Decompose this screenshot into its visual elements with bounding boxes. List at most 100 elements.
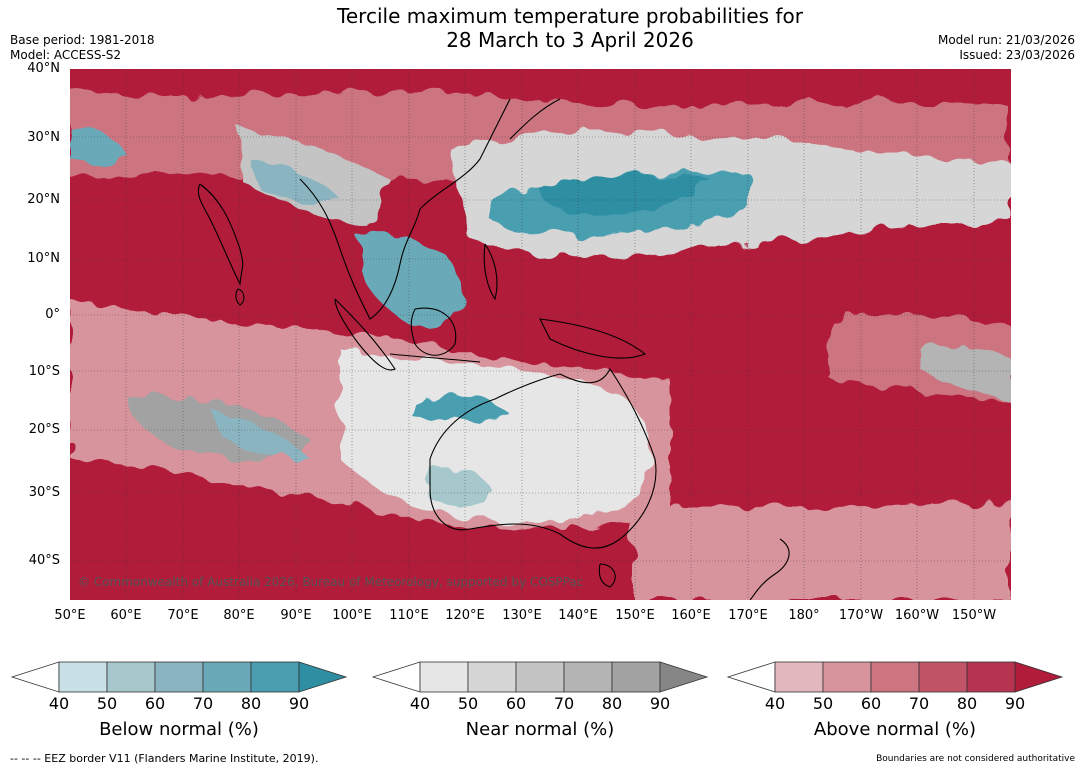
lon-label-170w: 170°W	[838, 608, 884, 623]
near-normal-zone	[240, 129, 390, 229]
base-period-text: Base period: 1981-2018	[10, 33, 155, 47]
issued-text: Issued: 23/03/2026	[959, 48, 1075, 62]
above-color-50	[774, 661, 824, 693]
japan-coastline	[509, 98, 561, 140]
lat-label-20s: 20°S	[28, 422, 60, 437]
india-coastline	[197, 183, 244, 286]
near-tick-40: 40	[409, 694, 431, 713]
near-tick-50: 50	[457, 694, 479, 713]
below-color-90	[250, 661, 300, 693]
above-normal-label: Above normal (%)	[813, 719, 977, 740]
above-tick-80: 80	[956, 694, 978, 713]
above-color-80	[918, 661, 968, 693]
above-tick-90: 90	[1004, 694, 1026, 713]
lon-label-150w: 150°W	[951, 608, 997, 623]
lon-label-80e: 80°E	[223, 608, 255, 623]
near-color-80	[563, 661, 613, 693]
lon-label-140e: 140°E	[558, 608, 598, 623]
near-tick-70: 70	[553, 694, 575, 713]
lon-label-180: 180°	[788, 608, 820, 623]
below-normal-zone	[210, 409, 310, 461]
below-normal-colorbar	[10, 661, 348, 693]
above-color-60	[822, 661, 872, 693]
below-normal-zone	[250, 159, 340, 205]
china-coastline	[419, 98, 511, 210]
lat-label-40s: 40°S	[28, 553, 60, 568]
near-color-60	[467, 661, 517, 693]
lat-label-10s: 10°S	[28, 364, 60, 379]
boundaries-disclaimer: Boundaries are not considered authoritat…	[876, 754, 1075, 764]
above-tick-70: 70	[908, 694, 930, 713]
below-color-60	[106, 661, 156, 693]
below-normal-zone	[70, 129, 130, 165]
near-tick-80: 80	[601, 694, 623, 713]
philippines-coastline	[483, 243, 498, 301]
above-tick-40: 40	[764, 694, 786, 713]
tasmania-coastline	[598, 563, 616, 588]
below-normal-zone	[540, 176, 710, 215]
lon-label-170e: 170°E	[728, 608, 768, 623]
lon-label-110e: 110°E	[389, 608, 429, 623]
near-tick-60: 60	[505, 694, 527, 713]
above-normal-colorbar	[726, 661, 1064, 693]
lat-label-20n: 20°N	[27, 192, 60, 207]
above-color-90	[966, 661, 1016, 693]
above-tick-60: 60	[860, 694, 882, 713]
near-normal-colorbar	[371, 661, 709, 693]
above-tick-50: 50	[812, 694, 834, 713]
near-color-70	[515, 661, 565, 693]
colorbar-legends	[10, 661, 1064, 693]
near-tick-90: 90	[649, 694, 671, 713]
above-color-extend	[1014, 661, 1064, 693]
australia-coastline	[429, 367, 657, 549]
below-normal-zone	[430, 467, 490, 508]
lon-label-70e: 70°E	[167, 608, 199, 623]
near-normal-zone	[340, 349, 650, 523]
lat-label-equator: 0°	[45, 307, 60, 322]
below-color-80	[202, 661, 252, 693]
new-zealand-coastline	[749, 538, 790, 600]
below-tick-40: 40	[48, 694, 70, 713]
lat-label-30s: 30°S	[28, 485, 60, 500]
below-normal-label: Below normal (%)	[99, 719, 259, 740]
sri-lanka-coastline	[235, 288, 245, 306]
above-color-70	[870, 661, 920, 693]
model-run-text: Model run: 21/03/2026	[937, 33, 1075, 47]
lon-label-120e: 120°E	[445, 608, 485, 623]
borneo-coastline	[410, 307, 457, 356]
sumatra-coastline	[334, 298, 396, 371]
indochina-coastline	[299, 178, 421, 320]
lon-label-160w: 160°W	[894, 608, 940, 623]
lon-label-150e: 150°E	[615, 608, 655, 623]
java-coastline	[389, 353, 481, 363]
lat-label-10n: 10°N	[27, 251, 60, 266]
lon-label-130e: 130°E	[502, 608, 542, 623]
lon-label-90e: 90°E	[280, 608, 312, 623]
model-text: Model: ACCESS-S2	[10, 48, 122, 62]
below-color-extend	[298, 661, 348, 693]
below-tick-80: 80	[240, 694, 262, 713]
lon-label-60e: 60°E	[110, 608, 142, 623]
below-normal-zone	[410, 394, 510, 422]
below-color-50	[58, 661, 108, 693]
lon-label-50e: 50°E	[54, 608, 86, 623]
near-normal-label: Near normal (%)	[465, 719, 615, 740]
new-guinea-coastline	[539, 318, 647, 359]
map-title-line2: 28 March to 3 April 2026	[446, 28, 694, 52]
below-tick-70: 70	[192, 694, 214, 713]
near-color-50	[419, 661, 469, 693]
lon-label-100e: 100°E	[332, 608, 372, 623]
below-tick-90: 90	[288, 694, 310, 713]
above-normal-moderate-zone	[630, 499, 1011, 600]
near-color-extend	[659, 661, 709, 693]
lon-label-160e: 160°E	[671, 608, 711, 623]
below-tick-60: 60	[144, 694, 166, 713]
lat-label-30n: 30°N	[27, 130, 60, 145]
below-tick-50: 50	[96, 694, 118, 713]
map-title-line1: Tercile maximum temperature probabilitie…	[337, 4, 803, 28]
below-normal-zone	[360, 235, 461, 329]
probability-map: © Commonwealth of Australia 2026, Bureau…	[70, 69, 1011, 600]
below-color-70	[154, 661, 204, 693]
map-copyright: © Commonwealth of Australia 2026, Bureau…	[78, 575, 583, 589]
eez-border-note: -- -- -- EEZ border V11 (Flanders Marine…	[10, 752, 319, 765]
